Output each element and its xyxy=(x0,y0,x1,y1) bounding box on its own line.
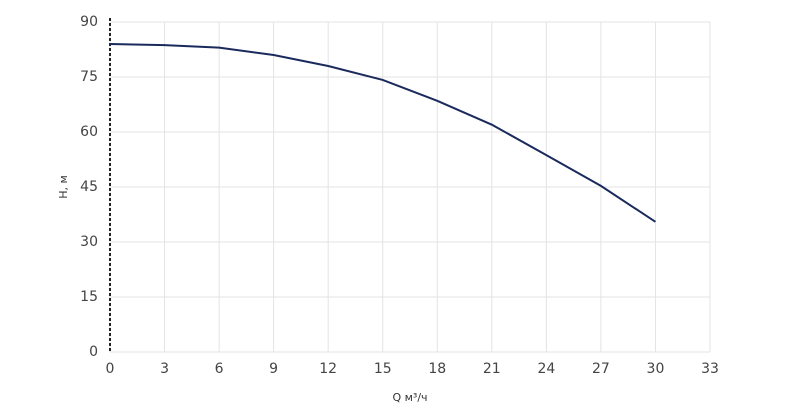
x-tick-label: 33 xyxy=(701,361,719,377)
x-tick-label: 12 xyxy=(319,361,337,377)
x-tick-label: 6 xyxy=(215,361,224,377)
y-tick-label: 30 xyxy=(80,234,98,250)
x-tick-label: 0 xyxy=(106,361,115,377)
x-tick-label: 24 xyxy=(537,361,555,377)
x-tick-label: 18 xyxy=(428,361,446,377)
y-tick-label: 60 xyxy=(80,124,98,140)
y-tick-label: 90 xyxy=(80,14,98,30)
x-tick-label: 3 xyxy=(160,361,169,377)
series-line xyxy=(109,43,657,223)
y-tick-label: 15 xyxy=(80,289,98,305)
y-tick-label: 75 xyxy=(80,69,98,85)
x-tick-label: 21 xyxy=(483,361,501,377)
x-tick-label: 9 xyxy=(269,361,278,377)
y-axis-title: H, м xyxy=(57,175,70,199)
y-tick-label: 45 xyxy=(80,179,98,195)
x-tick-label: 15 xyxy=(374,361,392,377)
x-tick-label: 27 xyxy=(592,361,610,377)
y-tick-label: 0 xyxy=(89,344,98,360)
x-tick-label: 30 xyxy=(647,361,665,377)
x-axis-title: Q м³/ч xyxy=(392,391,427,404)
